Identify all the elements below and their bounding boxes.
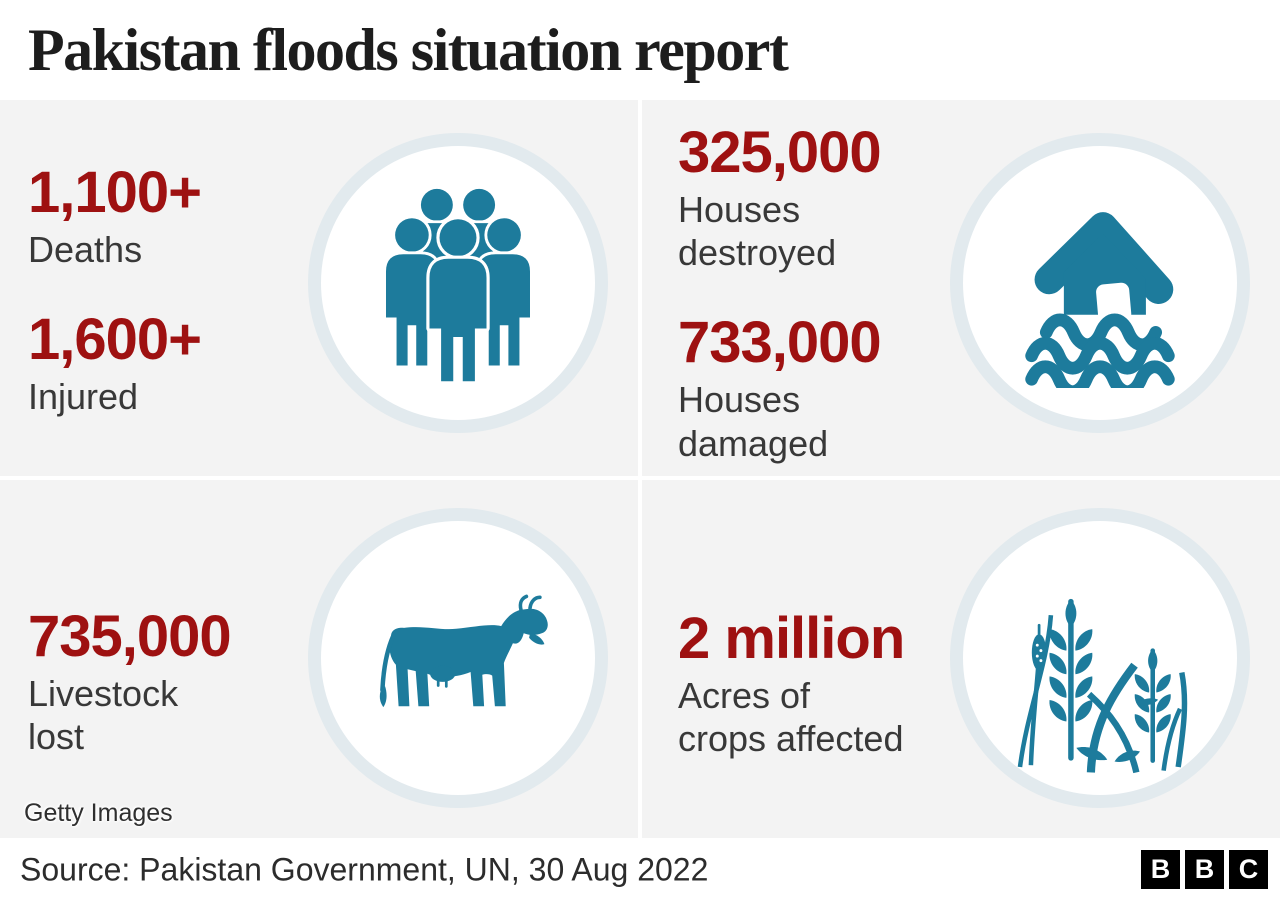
crops-value: 2 million	[678, 606, 905, 671]
houses-icon-circle	[950, 133, 1250, 433]
page-title: Pakistan floods situation report	[28, 17, 789, 83]
crops-label: Acres of crops affected	[678, 675, 904, 760]
stat-houses-destroyed: 325,000 Houses destroyed	[678, 120, 882, 274]
card-casualties: 1,100+ Deaths 1,600+ Injured	[0, 100, 638, 476]
deaths-label: Deaths	[28, 229, 143, 270]
cow-icon	[379, 594, 548, 707]
livestock-icon-circle	[308, 508, 608, 808]
houses-damaged-value: 733,000	[678, 310, 882, 376]
injured-label: Injured	[28, 376, 139, 418]
stat-crops: 2 million Acres of crops affected	[678, 606, 905, 760]
card-houses: 325,000 Houses destroyed 733,000 Houses …	[642, 100, 1280, 476]
injured-value: 1,600+	[28, 307, 202, 373]
card-livestock: 735,000 Livestock lost Getty Images	[0, 480, 638, 838]
crops-stats: 2 million Acres of crops affected	[678, 606, 905, 760]
houses-destroyed-value: 325,000	[678, 120, 882, 185]
crops-icon-circle	[950, 508, 1250, 808]
livestock-stats: 735,000 Livestock lost	[28, 604, 232, 758]
houses-destroyed-label: Houses destroyed	[678, 189, 837, 274]
stat-livestock: 735,000 Livestock lost	[28, 604, 232, 758]
houses-damaged-label: Houses damaged	[678, 379, 829, 464]
deaths-value: 1,100+	[28, 160, 202, 225]
bbc-logo-block-1: B	[1141, 850, 1180, 889]
casualties-stats: 1,100+ Deaths 1,600+ Injured	[28, 160, 202, 418]
houses-stats: 325,000 Houses destroyed 733,000 Houses …	[678, 120, 882, 465]
stats-grid: 1,100+ Deaths 1,600+ Injured	[0, 100, 1280, 838]
image-credit: Getty Images	[24, 799, 173, 827]
stat-houses-damaged: 733,000 Houses damaged	[678, 310, 882, 464]
footer: Source: Pakistan Government, UN, 30 Aug …	[0, 840, 1280, 900]
flooded-house-icon	[1025, 212, 1175, 388]
bbc-logo-block-3: C	[1229, 850, 1268, 889]
stat-deaths: 1,100+ Deaths	[28, 160, 202, 271]
bbc-logo: B B C	[1141, 850, 1268, 889]
people-group-icon	[362, 181, 554, 385]
bbc-logo-block-2: B	[1185, 850, 1224, 889]
stat-injured: 1,600+ Injured	[28, 307, 202, 418]
source-text: Source: Pakistan Government, UN, 30 Aug …	[20, 851, 709, 888]
livestock-label: Livestock lost	[28, 673, 179, 758]
casualties-icon-circle	[308, 133, 608, 433]
card-crops: 2 million Acres of crops affected	[642, 480, 1280, 838]
livestock-value: 735,000	[28, 604, 232, 669]
wheat-crops-icon	[1017, 598, 1188, 774]
